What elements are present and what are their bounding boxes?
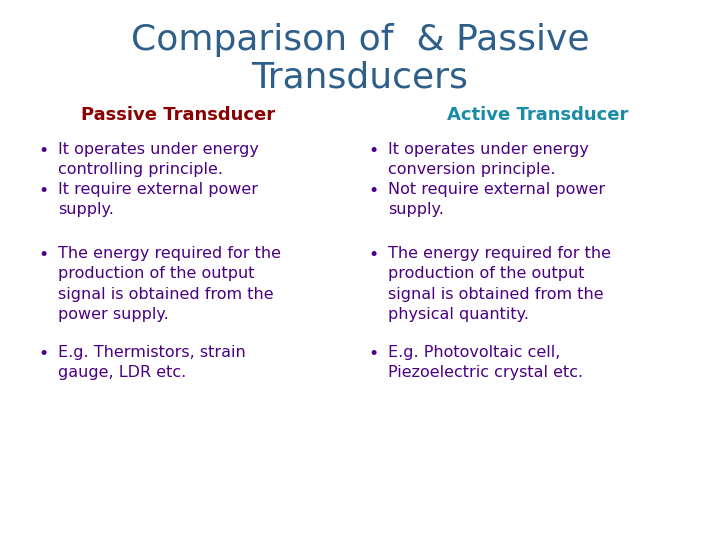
Text: Not require external power
supply.: Not require external power supply. — [388, 182, 605, 218]
Text: Active Transducer: Active Transducer — [447, 106, 629, 124]
Text: •: • — [368, 345, 378, 363]
Text: •: • — [38, 142, 48, 160]
Text: •: • — [368, 182, 378, 200]
Text: •: • — [368, 142, 378, 160]
Text: It operates under energy
controlling principle.: It operates under energy controlling pri… — [58, 142, 259, 178]
Text: The energy required for the
production of the output
signal is obtained from the: The energy required for the production o… — [58, 246, 281, 322]
Text: •: • — [368, 246, 378, 264]
Text: Comparison of  & Passive: Comparison of & Passive — [131, 23, 589, 57]
Text: E.g. Photovoltaic cell,
Piezoelectric crystal etc.: E.g. Photovoltaic cell, Piezoelectric cr… — [388, 345, 583, 380]
Text: It require external power
supply.: It require external power supply. — [58, 182, 258, 218]
Text: It operates under energy
conversion principle.: It operates under energy conversion prin… — [388, 142, 589, 178]
Text: •: • — [38, 345, 48, 363]
Text: E.g. Thermistors, strain
gauge, LDR etc.: E.g. Thermistors, strain gauge, LDR etc. — [58, 345, 246, 380]
Text: •: • — [38, 182, 48, 200]
Text: Transducers: Transducers — [251, 61, 469, 95]
Text: The energy required for the
production of the output
signal is obtained from the: The energy required for the production o… — [388, 246, 611, 322]
Text: Passive Transducer: Passive Transducer — [81, 106, 275, 124]
Text: •: • — [38, 246, 48, 264]
